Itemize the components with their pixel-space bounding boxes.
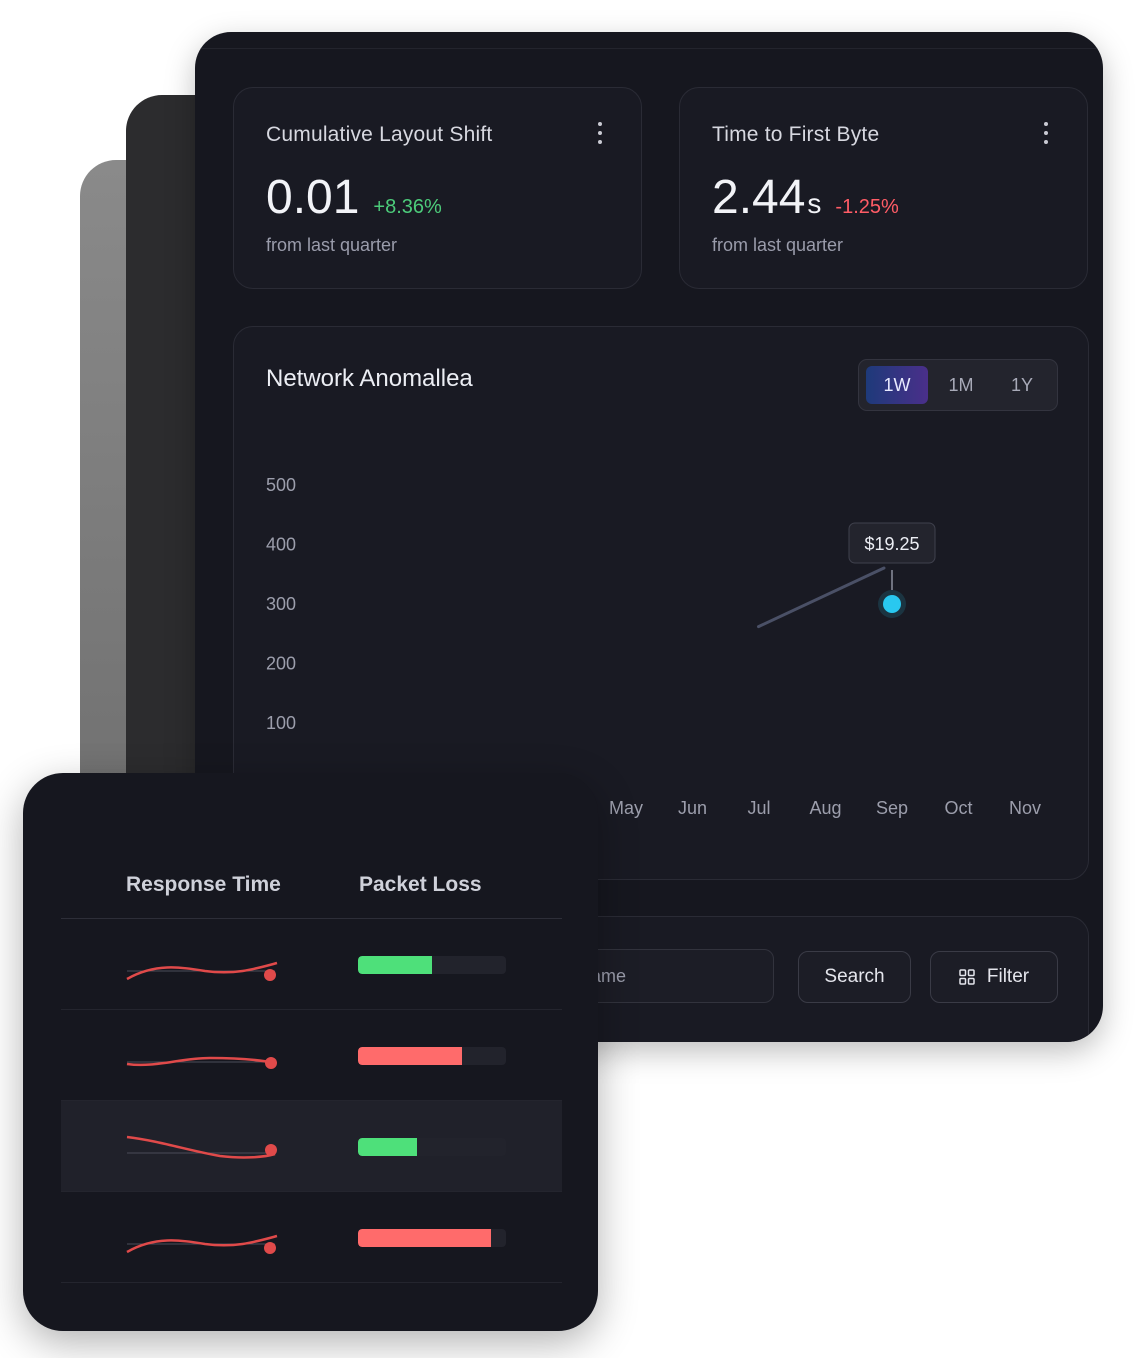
sparkline-endpoint xyxy=(264,1242,276,1254)
stat-title: Time to First Byte xyxy=(712,123,880,146)
stat-card-cls: Cumulative Layout Shift 0.01 +8.36% from… xyxy=(233,87,642,289)
stat-change: -1.25% xyxy=(835,196,899,218)
response-time-sparkline xyxy=(126,961,278,981)
x-tick-label: Oct xyxy=(944,798,972,818)
stat-value-row: 2.44 s -1.25% xyxy=(712,170,899,225)
packet-loss-bar xyxy=(358,1047,506,1065)
sparkline-endpoint xyxy=(265,1057,277,1069)
response-time-sparkline xyxy=(126,1135,277,1159)
y-tick-label: 200 xyxy=(266,654,296,674)
response-time-sparkline xyxy=(126,1234,278,1254)
packet-loss-bar-fill xyxy=(358,1047,462,1065)
x-tick-label: May xyxy=(609,798,643,818)
y-tick-label: 300 xyxy=(266,594,296,614)
x-tick-label: Aug xyxy=(809,798,841,818)
more-options-icon[interactable] xyxy=(597,122,603,144)
x-tick-label: Sep xyxy=(876,798,908,818)
packet-loss-bar xyxy=(358,1138,506,1156)
stat-value-row: 0.01 +8.36% xyxy=(266,170,442,225)
column-header-packet-loss: Packet Loss xyxy=(359,873,482,896)
grid-icon xyxy=(959,969,975,985)
sparkline-path xyxy=(126,1135,276,1159)
stat-unit: s xyxy=(807,188,822,219)
column-header-response-time: Response Time xyxy=(126,873,281,896)
chart-title: Network Anomallea xyxy=(266,365,473,392)
line-chart: 500 400 300 200 100 May Jun Jul Aug Sep Oct Nov $19.… xyxy=(266,475,1041,818)
search-button[interactable]: Search xyxy=(798,951,911,1003)
packet-loss-bar xyxy=(358,1229,506,1247)
range-1w-button[interactable]: 1W xyxy=(866,366,928,404)
stat-value: 0.01 xyxy=(266,171,360,224)
x-tick-label: Jun xyxy=(678,798,707,818)
sparkline-endpoint xyxy=(264,969,276,981)
response-time-sparkline xyxy=(126,1056,277,1069)
table-row[interactable] xyxy=(61,1010,562,1101)
tooltip-box xyxy=(848,522,936,564)
sparkline-endpoint xyxy=(265,1144,277,1156)
y-tick-label: 500 xyxy=(266,475,296,495)
stat-subtitle: from last quarter xyxy=(712,235,844,255)
series-line xyxy=(757,566,886,629)
stat-card-ttfb: Time to First Byte 2.44 s -1.25% from la… xyxy=(679,87,1088,289)
stat-value: 2.44 xyxy=(712,171,806,224)
table-row[interactable] xyxy=(61,1192,562,1283)
packet-loss-bar xyxy=(358,956,506,974)
range-1m-button[interactable]: 1M xyxy=(948,374,974,395)
tooltip-label: $19.25 xyxy=(864,534,919,554)
data-point xyxy=(883,595,901,613)
filter-button[interactable]: Filter xyxy=(930,951,1058,1003)
more-options-icon[interactable] xyxy=(1043,122,1049,144)
stat-change: +8.36% xyxy=(373,196,442,218)
sparkline-path xyxy=(126,961,278,981)
header-divider xyxy=(61,918,562,919)
y-tick-label: 400 xyxy=(266,535,296,555)
table-row[interactable] xyxy=(61,1101,562,1192)
stat-subtitle: from last quarter xyxy=(266,235,398,255)
sparkline-path xyxy=(126,1056,276,1067)
range-selector: 1W 1M 1Y xyxy=(858,359,1058,411)
filter-label: Filter xyxy=(986,966,1030,987)
x-tick-label: Jul xyxy=(747,798,770,818)
packet-loss-bar-fill xyxy=(358,1138,418,1156)
x-tick-label: Nov xyxy=(1009,798,1041,818)
network-table-panel: Response Time Packet Loss xyxy=(23,773,598,1331)
sparkline-path xyxy=(126,1234,278,1254)
packet-loss-bar-fill xyxy=(358,1229,492,1247)
y-tick-label: 100 xyxy=(266,713,296,733)
packet-loss-bar-fill xyxy=(358,956,432,974)
stat-title: Cumulative Layout Shift xyxy=(266,123,493,146)
range-1y-button[interactable]: 1Y xyxy=(1010,374,1034,395)
table-row[interactable] xyxy=(61,919,562,1010)
